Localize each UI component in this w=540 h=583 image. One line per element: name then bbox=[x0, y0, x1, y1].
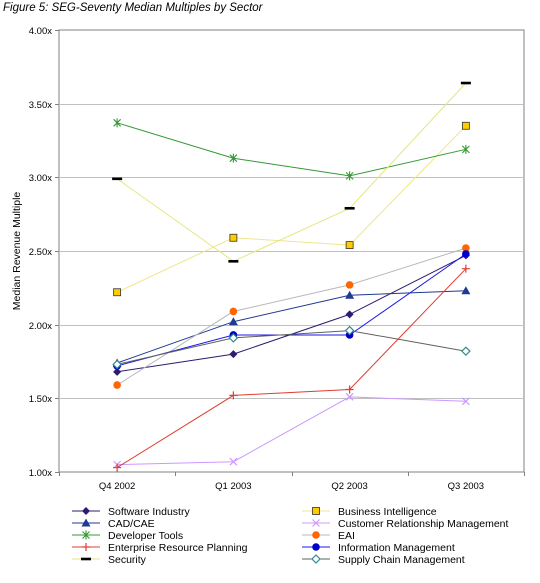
legend-item-eai: EAI bbox=[302, 530, 355, 542]
data-point bbox=[461, 346, 471, 357]
data-point bbox=[228, 317, 238, 326]
legend-label: Supply Chain Management bbox=[338, 554, 465, 566]
x-tick-label: Q2 2003 bbox=[331, 481, 367, 492]
legend-item-customer-relationship-management: Customer Relationship Management bbox=[302, 518, 509, 530]
legend-swatch-marker bbox=[311, 554, 321, 564]
data-point bbox=[113, 381, 121, 389]
data-point bbox=[345, 241, 354, 250]
data-point bbox=[344, 325, 355, 336]
legend-label: Security bbox=[108, 554, 147, 566]
series-supply-chain-management bbox=[112, 325, 471, 370]
y-tick-label: 2.00x bbox=[29, 321, 52, 332]
legend-item-software-industry: Software Industry bbox=[72, 506, 190, 518]
y-tick-label: 2.50x bbox=[29, 247, 52, 258]
legend-label: CAD/CAE bbox=[108, 518, 155, 530]
legend-swatch-marker bbox=[312, 531, 320, 539]
data-point bbox=[461, 286, 471, 295]
x-tick-label: Q3 2003 bbox=[448, 481, 484, 492]
data-point bbox=[345, 385, 354, 394]
data-point bbox=[461, 121, 470, 130]
data-point bbox=[461, 264, 470, 273]
legend-item-cad-cae: CAD/CAE bbox=[72, 518, 155, 530]
legend-item-information-management: Information Management bbox=[302, 542, 455, 554]
y-axis-title: Median Revenue Multiple bbox=[11, 192, 23, 311]
series-line bbox=[116, 125, 467, 293]
data-point bbox=[113, 367, 122, 376]
y-tick-label: 4.00x bbox=[29, 26, 52, 37]
series-security bbox=[112, 81, 471, 263]
series-eai bbox=[113, 244, 470, 389]
legend-swatch-marker bbox=[82, 530, 90, 540]
legend-swatch-marker bbox=[81, 557, 91, 561]
data-point bbox=[112, 177, 123, 181]
data-point bbox=[461, 144, 470, 154]
legend-label: EAI bbox=[338, 530, 355, 542]
series-developer-tools bbox=[113, 118, 470, 181]
figure-title: Figure 5: SEG-Seventy Median Multiples b… bbox=[3, 2, 263, 14]
legend-label: Business Intelligence bbox=[338, 506, 437, 518]
data-point bbox=[113, 118, 122, 128]
legend-swatch-marker bbox=[82, 543, 90, 551]
legend-label: Developer Tools bbox=[108, 530, 183, 542]
data-point bbox=[229, 391, 238, 400]
series-line bbox=[116, 247, 467, 386]
series-line bbox=[117, 396, 466, 466]
series-line bbox=[116, 253, 467, 367]
data-point bbox=[113, 288, 122, 297]
data-point bbox=[229, 307, 238, 316]
x-tick-label: Q1 2003 bbox=[215, 481, 251, 492]
y-tick-label: 1.50x bbox=[29, 394, 52, 405]
legend-item-developer-tools: Developer Tools bbox=[72, 530, 183, 542]
x-axis-ticks: Q4 2002 Q1 2003 Q2 2003 Q3 2003 bbox=[59, 472, 525, 492]
data-point bbox=[345, 171, 354, 181]
legend-swatch-marker bbox=[81, 518, 91, 527]
legend-swatch-marker bbox=[312, 507, 320, 515]
plot-area bbox=[58, 29, 525, 473]
y-tick-label: 3.00x bbox=[29, 173, 52, 184]
data-point bbox=[229, 457, 238, 466]
data-point bbox=[462, 244, 470, 252]
data-point bbox=[229, 233, 238, 242]
legend-swatch-marker bbox=[312, 543, 320, 551]
data-point bbox=[113, 463, 122, 472]
legend-item-security: Security bbox=[72, 554, 147, 566]
series-customer-relationship-management bbox=[113, 392, 470, 469]
x-tick-label: Q4 2002 bbox=[99, 481, 135, 492]
data-point bbox=[461, 397, 470, 406]
data-point bbox=[112, 359, 122, 370]
legend-label: Software Industry bbox=[108, 506, 190, 518]
series-line bbox=[116, 290, 466, 364]
legend: Software Industry Business Intelligence CA… bbox=[72, 506, 509, 566]
legend-swatch-marker bbox=[312, 519, 320, 527]
legend-label: Information Management bbox=[338, 542, 455, 554]
series-line bbox=[116, 82, 467, 262]
series-line bbox=[116, 122, 467, 177]
legend-item-supply-chain-management: Supply Chain Management bbox=[302, 554, 465, 566]
series-layer bbox=[112, 81, 471, 472]
data-point bbox=[229, 350, 238, 359]
legend-label: Enterprise Resource Planning bbox=[108, 542, 248, 554]
legend-item-enterprise-resource-planning: Enterprise Resource Planning bbox=[72, 542, 248, 554]
series-line bbox=[116, 330, 466, 365]
data-point bbox=[460, 81, 471, 85]
series-line bbox=[116, 268, 467, 469]
series-enterprise-resource-planning bbox=[113, 264, 470, 472]
legend-swatch-marker bbox=[82, 507, 90, 515]
data-point bbox=[228, 260, 239, 263]
data-point bbox=[345, 281, 354, 289]
legend-item-business-intelligence: Business Intelligence bbox=[302, 506, 437, 518]
data-point bbox=[228, 333, 239, 343]
series-business-intelligence bbox=[113, 121, 470, 297]
legend-label: Customer Relationship Management bbox=[338, 518, 509, 530]
y-tick-label: 1.00x bbox=[29, 468, 52, 479]
data-point bbox=[462, 250, 470, 258]
y-tick-label: 3.50x bbox=[29, 100, 52, 111]
y-axis-ticks: 1.00x 1.50x 2.00x 2.50x 3.00x 3.50x 4.00x bbox=[29, 26, 59, 479]
data-point bbox=[345, 290, 355, 299]
data-point bbox=[344, 206, 355, 210]
data-point bbox=[229, 153, 238, 163]
data-point bbox=[345, 392, 354, 401]
data-point bbox=[345, 310, 354, 319]
